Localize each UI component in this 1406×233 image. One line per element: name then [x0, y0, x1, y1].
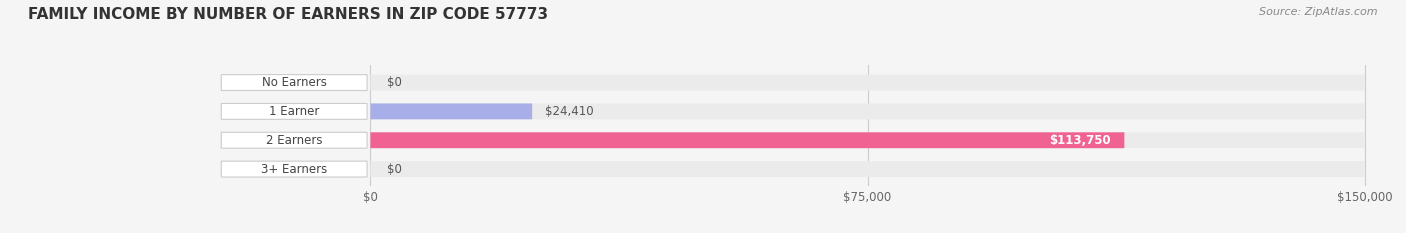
FancyBboxPatch shape	[370, 161, 1365, 177]
Text: 1 Earner: 1 Earner	[269, 105, 319, 118]
Text: 2 Earners: 2 Earners	[266, 134, 322, 147]
Text: $0: $0	[387, 76, 402, 89]
FancyBboxPatch shape	[370, 132, 1125, 148]
FancyBboxPatch shape	[221, 75, 367, 90]
FancyBboxPatch shape	[370, 103, 533, 119]
Text: FAMILY INCOME BY NUMBER OF EARNERS IN ZIP CODE 57773: FAMILY INCOME BY NUMBER OF EARNERS IN ZI…	[28, 7, 548, 22]
FancyBboxPatch shape	[370, 103, 1365, 119]
FancyBboxPatch shape	[370, 75, 1365, 90]
FancyBboxPatch shape	[370, 132, 1365, 148]
Text: $113,750: $113,750	[1049, 134, 1111, 147]
Text: No Earners: No Earners	[262, 76, 326, 89]
Text: 3+ Earners: 3+ Earners	[262, 163, 328, 176]
FancyBboxPatch shape	[221, 132, 367, 148]
Text: $0: $0	[387, 163, 402, 176]
Text: $24,410: $24,410	[546, 105, 595, 118]
Text: Source: ZipAtlas.com: Source: ZipAtlas.com	[1260, 7, 1378, 17]
FancyBboxPatch shape	[221, 103, 367, 119]
FancyBboxPatch shape	[221, 161, 367, 177]
